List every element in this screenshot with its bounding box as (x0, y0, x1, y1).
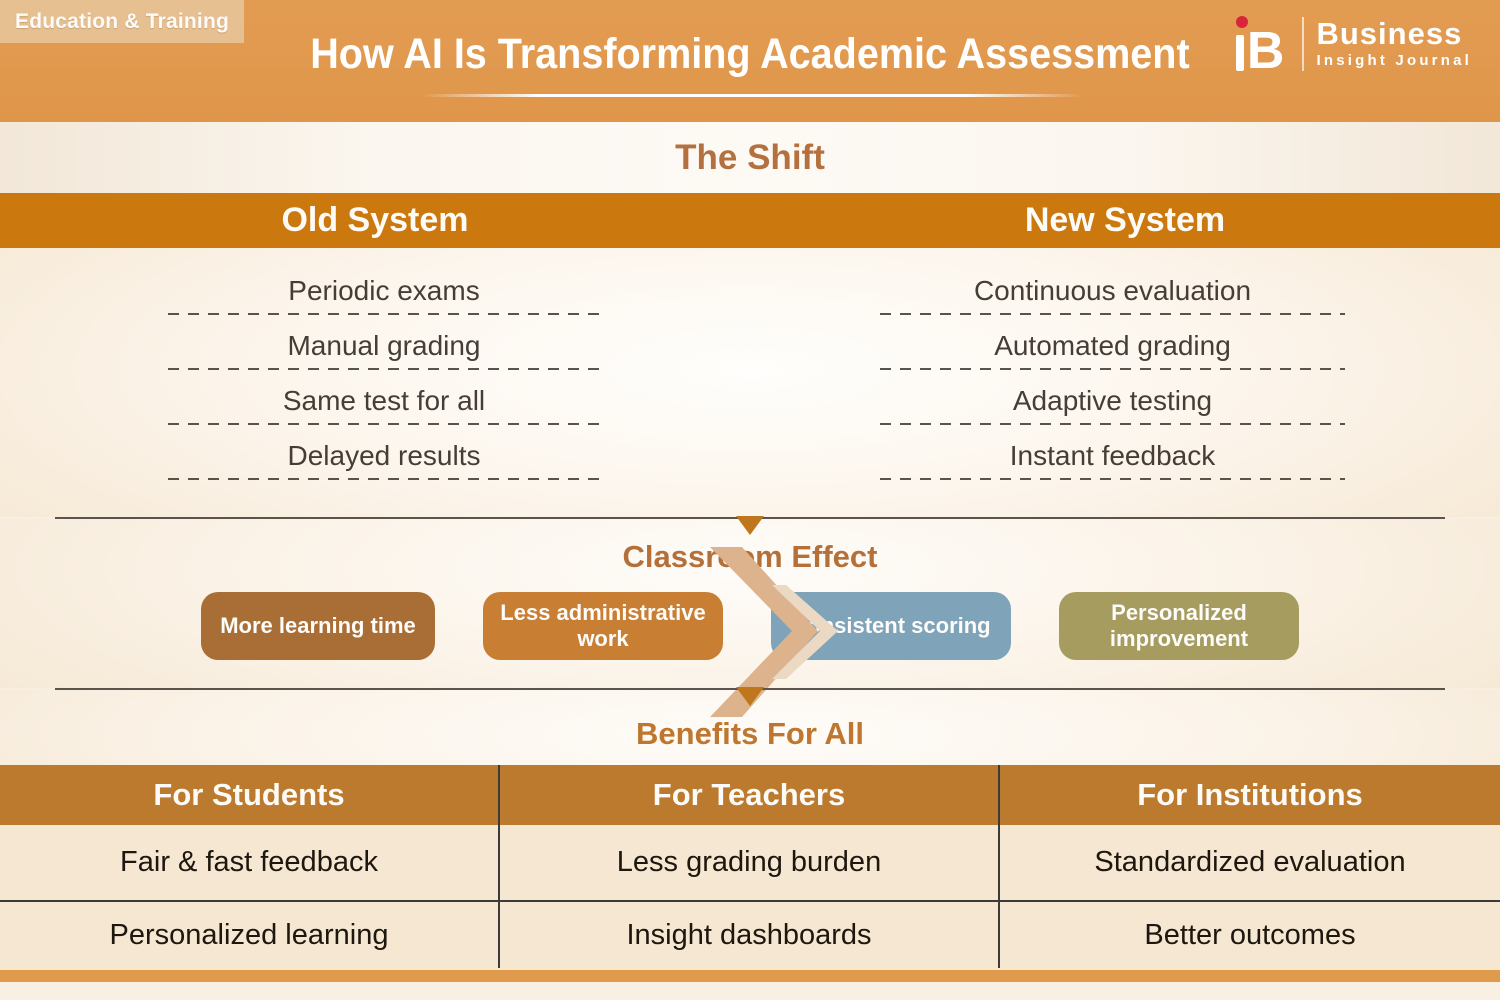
pill-personalized-improvement: Personalized improvement (1059, 592, 1299, 660)
dashed-divider (168, 478, 600, 480)
dashed-divider (168, 368, 600, 370)
list-item: Delayed results (168, 439, 600, 480)
table-row: Personalized learning Insight dashboards… (0, 902, 1500, 968)
table-cell: Less grading burden (616, 846, 882, 878)
old-system-list: Periodic exams Manual grading Same test … (168, 274, 600, 494)
column-header-students: For Students (153, 777, 345, 812)
column-header-institutions: For Institutions (1137, 777, 1363, 812)
dashed-divider (880, 313, 1345, 315)
table-header-row: For Students For Teachers For Institutio… (0, 765, 1500, 825)
logo-b-glyph: B (1246, 22, 1285, 80)
logo-red-dot-icon (1235, 16, 1248, 28)
new-system-header: New System (1024, 201, 1226, 239)
logo-mark-icon: B (1235, 16, 1285, 80)
arrow-down-icon (736, 687, 764, 706)
comparison-section: Periodic exams Manual grading Same test … (0, 248, 1500, 717)
table-cell: Better outcomes (1144, 918, 1356, 951)
dashed-divider (168, 423, 600, 425)
logo-divider (1302, 16, 1305, 71)
new-system-list: Continuous evaluation Automated grading … (880, 274, 1345, 494)
title-underline (420, 94, 1085, 97)
pill-less-administrative-work: Less administrative work (483, 592, 723, 660)
effect-pills: More learning time Less administrative w… (0, 592, 1500, 660)
table-cell: Insight dashboards (626, 918, 872, 951)
brand-logo: B Business Insight Journal (1235, 16, 1472, 80)
table-cell: Fair & fast feedback (120, 846, 378, 878)
section-divider (55, 687, 1445, 706)
table-row: Fair & fast feedback Less grading burden… (0, 825, 1500, 902)
shift-band: The Shift (0, 122, 1500, 193)
dashed-divider (880, 423, 1345, 425)
logo-name: Business (1316, 16, 1463, 51)
list-item: Instant feedback (880, 439, 1345, 480)
bottom-accent-bar (0, 968, 1500, 982)
logo-i-stem-icon (1235, 35, 1244, 71)
category-badge: Education & Training (0, 0, 244, 43)
table-cell: Standardized evaluation (1094, 846, 1406, 878)
column-header-teachers: For Teachers (652, 777, 846, 812)
dashed-divider (880, 368, 1345, 370)
list-item: Continuous evaluation (880, 274, 1345, 315)
arrow-down-icon (736, 516, 764, 535)
list-item: Periodic exams (168, 274, 600, 315)
pill-more-learning-time: More learning time (201, 592, 435, 660)
benefits-heading: Benefits For All (636, 716, 864, 751)
list-item: Manual grading (168, 329, 600, 370)
systems-bar: Old System New System (0, 193, 1500, 248)
section-divider (55, 516, 1445, 535)
dashed-divider (168, 313, 600, 315)
chevron-right-icon (710, 547, 838, 717)
old-system-header: Old System (281, 201, 469, 239)
list-item: Adaptive testing (880, 384, 1345, 425)
shift-heading: The Shift (675, 137, 825, 177)
benefits-table: For Students For Teachers For Institutio… (0, 765, 1500, 968)
bottom-strip (0, 982, 1500, 1000)
table-cell: Personalized learning (109, 918, 389, 951)
header: Education & Training How AI Is Transform… (0, 0, 1500, 122)
list-item: Automated grading (880, 329, 1345, 370)
page-title: How AI Is Transforming Academic Assessme… (310, 30, 1190, 78)
dashed-divider (880, 478, 1345, 480)
logo-subtitle: Insight Journal (1316, 52, 1472, 69)
list-item: Same test for all (168, 384, 600, 425)
